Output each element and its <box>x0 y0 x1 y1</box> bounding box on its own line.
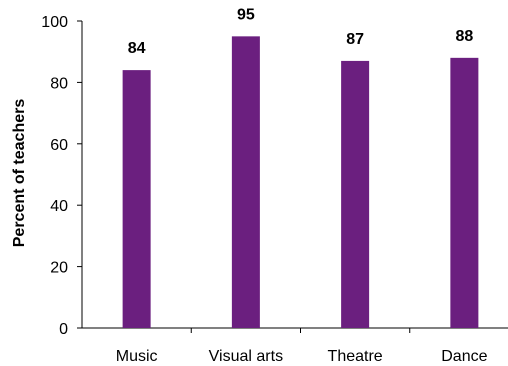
y-tick-label: 40 <box>50 198 68 215</box>
data-label: 88 <box>455 28 473 45</box>
y-tick-label: 60 <box>50 137 68 154</box>
y-tick-label: 0 <box>59 321 68 338</box>
x-tick-label: Theatre <box>328 348 383 365</box>
bar-theatre <box>341 60 370 328</box>
bar-music <box>122 70 151 329</box>
x-tick-label: Music <box>116 348 158 365</box>
x-tick-label: Dance <box>441 348 487 365</box>
x-tick-labels: Music Visual arts Theatre Dance <box>116 348 488 365</box>
x-tick-label: Visual arts <box>209 348 283 365</box>
data-label: 95 <box>237 6 255 23</box>
bar-visual-arts <box>231 36 260 328</box>
data-label: 84 <box>128 40 146 57</box>
x-axis <box>82 327 508 333</box>
y-tick-label: 100 <box>41 14 68 31</box>
data-label: 87 <box>346 31 364 48</box>
y-tick-label: 80 <box>50 75 68 92</box>
data-labels: 84 95 87 88 <box>128 6 474 57</box>
y-tick-labels: 0 20 40 60 80 100 <box>41 14 68 338</box>
y-tick-label: 20 <box>50 260 68 277</box>
y-axis-title: Percent of teachers <box>11 99 28 248</box>
y-axis <box>77 20 83 329</box>
bars <box>122 36 479 329</box>
bar-dance <box>450 57 479 329</box>
